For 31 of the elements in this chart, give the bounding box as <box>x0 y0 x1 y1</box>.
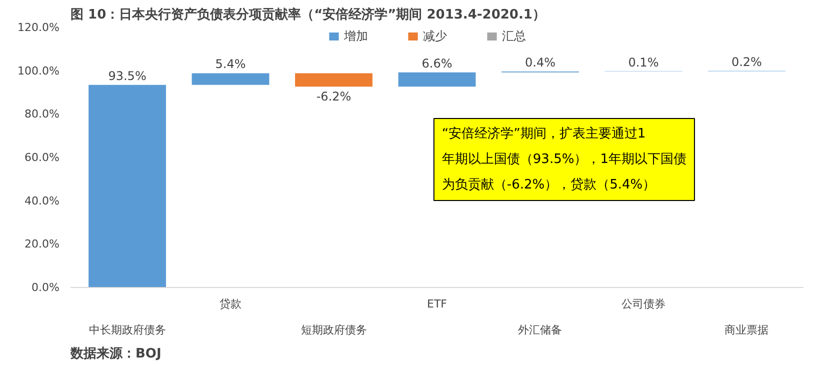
x-tick-label: ETF <box>427 298 447 310</box>
x-tick-label: 贷款 <box>220 298 242 310</box>
y-tick-label: 120.0% <box>18 21 60 34</box>
bar <box>295 73 372 87</box>
annotation: “安倍经济学”期间，扩表主要通过1年期以上国债（93.5%），1年期以下国债为负贡献（-6.2%），贷款（5.4%） <box>442 126 686 192</box>
x-tick-label: 中长期政府债务 <box>88 324 166 336</box>
data-label: 6.6% <box>422 56 452 70</box>
y-tick-label: 80.0% <box>24 108 60 121</box>
source-note: 数据来源：BOJ <box>70 346 162 362</box>
data-label: 0.4% <box>524 55 556 70</box>
data-label: 0.1% <box>628 55 659 70</box>
y-tick-label: 20.0% <box>24 238 60 251</box>
y-tick-label: 60.0% <box>24 151 60 164</box>
data-label: 5.4% <box>215 57 246 72</box>
y-tick-label: 100.0% <box>18 64 60 78</box>
bar <box>88 84 166 288</box>
x-tick-label: 公司债券 <box>621 298 666 310</box>
chart-title: 图 10：日本央行资产负债表分项贡献率（“安倍经济学”期间 2013.4-2020.1） <box>70 6 546 22</box>
y-tick-label: 40.0% <box>24 194 60 208</box>
data-label: 0.2% <box>731 54 762 69</box>
legend-label: 增加 <box>344 28 369 44</box>
x-tick-label: 商业票据 <box>724 324 769 336</box>
bar <box>398 72 476 87</box>
legend-label: 汇总 <box>502 28 527 44</box>
y-tick-label: 0.0% <box>32 281 60 294</box>
x-tick-label: 短期政府债务 <box>300 324 367 336</box>
x-tick-label: 外汇储备 <box>518 324 562 336</box>
data-label: -6.2% <box>316 90 352 104</box>
bar <box>192 73 270 85</box>
legend-label: 减少 <box>423 28 448 44</box>
data-label: 93.5% <box>108 68 146 83</box>
